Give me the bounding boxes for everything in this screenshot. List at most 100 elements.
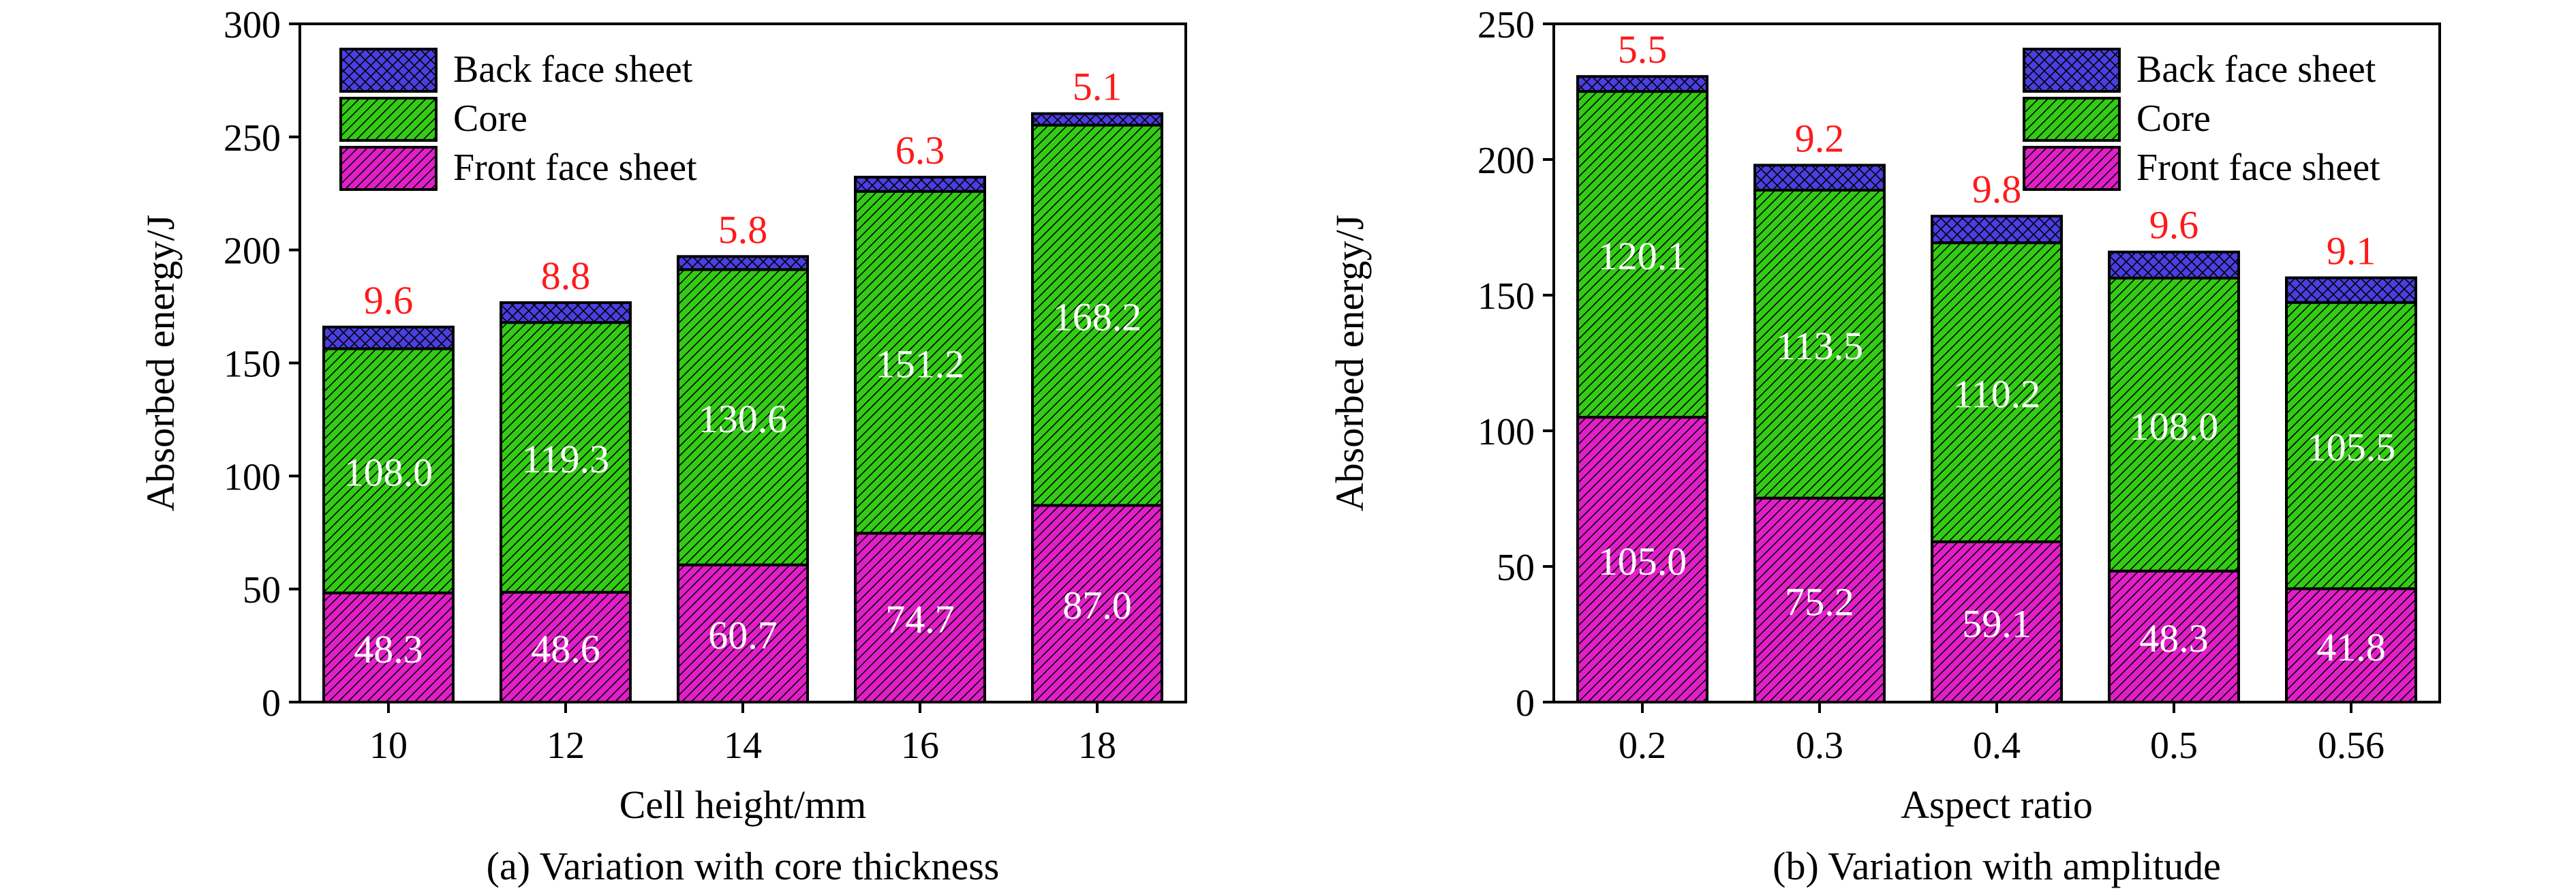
bar-back-face-sheet-0.5-hatch [2108,250,2240,279]
bar-core-10-hatch [322,347,455,594]
data-label-back-face-sheet-14: 5.8 [718,207,768,252]
legend-swatch-core-hatch [339,97,438,142]
data-label-core-0.56: 105.5 [2307,425,2396,470]
data-label-front-face-sheet-0.5: 48.3 [2139,616,2209,661]
x-tick-label-0.2: 0.2 [1619,725,1666,767]
y-tick-label-50: 50 [1497,547,1535,589]
figure-caption: (b) Variation with amplitude [1773,844,2221,888]
legend-swatch-back-face-sheet-hatch [2023,48,2121,93]
y-tick-label-200: 200 [224,230,281,273]
bar-core-0.3-hatch [1753,188,1886,500]
y-tick-label-0: 0 [262,682,281,725]
bar-front-face-sheet-0.3-hatch [1753,496,1886,703]
legend-label-front-face-sheet: Front face sheet [2136,147,2380,189]
x-tick-label-12: 12 [547,725,585,767]
data-label-back-face-sheet-0.56: 9.1 [2327,229,2376,273]
data-label-front-face-sheet-14: 60.7 [708,613,778,657]
chart-panel-b: 105.0 120.1 5.5 0.2 75.2 113.5 9.2 0.3 59.1 110.2… [1328,4,2441,888]
legend-label-front-face-sheet: Front face sheet [453,147,697,189]
bar-back-face-sheet-16-hatch [854,175,986,193]
y-tick-label-100: 100 [1477,411,1535,453]
x-tick-label-0.4: 0.4 [1973,725,2021,767]
y-tick-label-250: 250 [224,117,281,160]
y-axis-label: Absorbed energy/J [1328,215,1372,511]
data-label-back-face-sheet-10: 9.6 [364,278,414,322]
bar-back-face-sheet-10-hatch [322,325,455,350]
x-tick-label-16: 16 [901,725,939,767]
data-label-core-18: 168.2 [1053,295,1142,339]
legend-label-core: Core [453,97,527,140]
data-label-core-0.4: 110.2 [1953,371,2040,416]
bar-core-12-hatch [500,321,632,594]
x-tick-label-10: 10 [369,725,408,767]
legend-label-core: Core [2136,97,2211,140]
y-tick-label-200: 200 [1477,140,1535,182]
legend-label-back-face-sheet: Back face sheet [453,48,693,91]
bar-core-0.4-hatch [1931,241,2063,543]
y-tick-label-150: 150 [1477,275,1535,318]
y-tick-label-250: 250 [1477,4,1535,46]
data-label-core-0.3: 113.5 [1776,324,1863,368]
data-label-core-14: 130.6 [699,397,788,441]
x-axis-label: Aspect ratio [1901,783,2093,827]
plot-frame [298,22,1187,703]
bar-core-18-hatch [1031,123,1163,507]
x-tick-label-0.56: 0.56 [2318,725,2385,767]
data-label-front-face-sheet-0.4: 59.1 [1962,601,2031,646]
bar-back-face-sheet-12-hatch [500,301,632,324]
bar-back-face-sheet-0.3-hatch [1753,164,1886,192]
bar-front-face-sheet-18-hatch [1031,504,1163,703]
chart-panel-a: 48.3 108.0 9.6 10 48.6 119.3 8.8 12 60.7 130.6 5.8… [138,4,1187,888]
data-label-front-face-sheet-0.2: 105.0 [1598,539,1687,583]
y-tick-label-0: 0 [1516,682,1535,725]
plot-frame [1552,22,2441,703]
data-label-core-16: 151.2 [876,342,965,386]
data-label-back-face-sheet-16: 6.3 [895,128,945,172]
data-label-back-face-sheet-0.2: 5.5 [1618,27,1668,72]
bar-back-face-sheet-14-hatch [677,255,809,271]
x-tick-label-14: 14 [724,725,762,767]
x-axis-label: Cell height/mm [619,783,866,827]
figure-caption: (a) Variation with core thickness [487,844,1000,888]
bar-core-0.56-hatch [2285,301,2417,590]
y-tick-label-300: 300 [224,4,281,46]
bar-back-face-sheet-0.2-hatch [1576,75,1708,93]
bar-front-face-sheet-10-hatch [322,591,455,703]
bar-front-face-sheet-16-hatch [854,532,986,703]
data-label-back-face-sheet-18: 5.1 [1073,65,1122,109]
data-label-front-face-sheet-12: 48.6 [531,626,600,671]
bar-back-face-sheet-0.4-hatch [1931,215,2063,245]
x-tick-label-0.3: 0.3 [1796,725,1843,767]
bar-core-0.2-hatch [1576,90,1708,419]
y-tick-label-150: 150 [224,344,281,386]
y-tick-label-50: 50 [243,569,281,611]
data-label-front-face-sheet-18: 87.0 [1062,583,1132,628]
legend-swatch-back-face-sheet-hatch [339,48,438,93]
data-label-front-face-sheet-0.56: 41.8 [2316,625,2386,669]
data-label-core-0.2: 120.1 [1598,234,1687,278]
bar-front-face-sheet-12-hatch [500,590,632,703]
bar-back-face-sheet-0.56-hatch [2285,276,2417,304]
data-label-back-face-sheet-0.4: 9.8 [1972,167,2022,211]
data-label-back-face-sheet-12: 8.8 [541,254,591,298]
data-label-back-face-sheet-0.3: 9.2 [1795,116,1845,160]
legend-swatch-core-hatch [2023,97,2121,142]
x-tick-label-0.5: 0.5 [2150,725,2198,767]
data-label-front-face-sheet-16: 74.7 [885,597,955,641]
y-axis-label: Absorbed energy/J [138,215,183,511]
data-label-core-0.5: 108.0 [2130,404,2219,449]
bar-core-16-hatch [854,189,986,535]
data-label-front-face-sheet-10: 48.3 [354,627,423,671]
data-label-front-face-sheet-0.3: 75.2 [1785,579,1854,624]
y-tick-label-100: 100 [224,456,281,498]
bar-front-face-sheet-0.56-hatch [2285,587,2417,703]
legend-swatch-front-face-sheet-hatch [339,146,438,191]
data-label-core-10: 108.0 [344,451,433,495]
legend-swatch-front-face-sheet-hatch [2023,146,2121,191]
legend-label-back-face-sheet: Back face sheet [2136,48,2376,91]
data-label-core-12: 119.3 [522,437,609,481]
x-tick-label-18: 18 [1078,725,1116,767]
data-label-back-face-sheet-0.5: 9.6 [2149,203,2199,247]
bar-back-face-sheet-18-hatch [1031,112,1163,127]
